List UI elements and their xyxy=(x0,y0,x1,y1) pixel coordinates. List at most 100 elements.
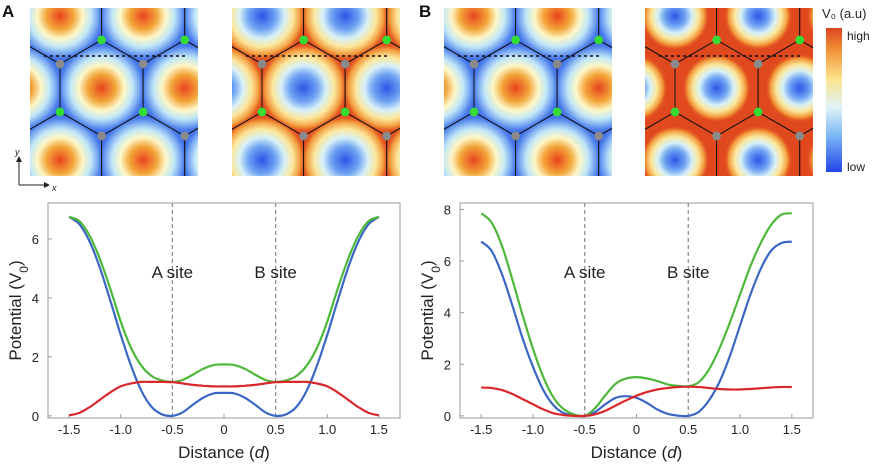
a-site-dot xyxy=(299,324,307,332)
x-tick-label: -1.0 xyxy=(110,422,132,437)
lattice-hexagon xyxy=(474,184,557,280)
a-site-dot xyxy=(466,324,474,332)
b-site-dot xyxy=(424,60,432,68)
a-site-dot xyxy=(795,35,804,45)
b-site-dot xyxy=(216,276,224,284)
a-site-dot xyxy=(56,252,64,260)
b-site-dot xyxy=(470,204,478,212)
x-tick-label: 0.5 xyxy=(679,422,697,437)
a-site-dot xyxy=(305,252,313,260)
a-site-dot xyxy=(629,36,637,44)
a-site-dot xyxy=(629,324,637,332)
b-site-dot xyxy=(387,204,395,212)
b-site-dot xyxy=(466,276,474,284)
a-site-dot xyxy=(549,324,557,332)
a-site-dot xyxy=(133,180,141,188)
b-site-dot xyxy=(258,348,266,356)
series-line-red xyxy=(68,380,380,417)
b-site-dot xyxy=(222,348,230,356)
a-site-dot xyxy=(466,180,474,188)
a-site-dot xyxy=(181,180,189,188)
a-site-dot xyxy=(424,108,432,116)
a-site-dot xyxy=(428,36,436,44)
a-site-dot xyxy=(347,324,355,332)
b-site-dot xyxy=(629,276,637,284)
y-axis-label: Potential (V0) xyxy=(418,260,443,360)
x-tick-label: 0 xyxy=(220,422,227,437)
a-site-dot xyxy=(139,252,147,260)
y-tick-label: 2 xyxy=(32,350,39,365)
a-site-dot xyxy=(222,252,230,260)
b-site-dot xyxy=(553,348,561,356)
a-site-dot xyxy=(595,180,603,188)
potential-spot xyxy=(444,43,479,133)
b-site-dot xyxy=(636,60,644,68)
potential-spot xyxy=(724,269,793,338)
a-site-dot xyxy=(719,252,727,260)
a-site-dot xyxy=(14,180,22,188)
a-site-dot xyxy=(56,252,64,260)
b-site-dot xyxy=(549,276,557,284)
a-site-dot xyxy=(216,324,224,332)
a-site-dot xyxy=(383,180,391,188)
a-site-dot xyxy=(428,36,436,44)
a-site-dot xyxy=(712,35,721,45)
potential-spot xyxy=(723,125,793,176)
b-site-dot xyxy=(796,276,804,284)
a-site-dot xyxy=(299,35,308,45)
potential-spot xyxy=(444,114,520,176)
line-chart-a: -1.5 -1.0 -0.5 0 0.5 1.0 1.5 0 2 4 6 Distance (d) Po… xyxy=(6,202,401,462)
b-site-dot xyxy=(636,204,644,212)
b-site-dot xyxy=(507,348,515,356)
b-site-dot xyxy=(837,348,845,356)
a-site-dot xyxy=(511,180,519,188)
b-site-dot xyxy=(222,60,230,68)
potential-spot xyxy=(257,42,350,134)
a-site-dot xyxy=(796,324,804,332)
potential-spot xyxy=(553,42,612,134)
lattice-hexagon xyxy=(723,184,806,280)
a-site-dot xyxy=(264,324,272,332)
b-site-dot xyxy=(382,131,391,141)
b-site-dot xyxy=(216,132,224,140)
b-site-dot xyxy=(629,276,637,284)
potential-spot xyxy=(645,55,668,121)
potential-spot xyxy=(30,114,106,176)
b-site-dot xyxy=(222,60,230,68)
a-site-dot xyxy=(387,252,395,260)
b-site-dot xyxy=(719,204,727,212)
y-tick-label: 2 xyxy=(444,357,451,372)
a-site-dot xyxy=(629,180,637,188)
a-site-dot xyxy=(428,180,436,188)
b-site-dot xyxy=(629,132,637,140)
lattice-hexagon xyxy=(841,40,872,136)
b-site-dot xyxy=(341,348,349,356)
a-site-dot xyxy=(347,180,355,188)
b-site-dot xyxy=(340,59,350,69)
a-site-dot xyxy=(796,180,804,188)
b-site-dot xyxy=(14,132,22,140)
b-site-dot xyxy=(305,204,313,212)
lattice-hexagon xyxy=(800,256,872,352)
panel-label-b: B xyxy=(419,2,431,21)
x-tick-label: -1.5 xyxy=(58,422,80,437)
b-site-dot xyxy=(511,131,520,141)
a-site-dot xyxy=(181,180,189,188)
b-site-dot xyxy=(216,276,224,284)
a-site-dot xyxy=(837,252,845,260)
series-line-green xyxy=(68,215,380,384)
b-site-dot xyxy=(588,348,596,356)
b-site-dot xyxy=(470,348,478,356)
heatmap-a-left xyxy=(14,8,355,356)
x-tick-label: -0.5 xyxy=(161,422,183,437)
b-site-dot xyxy=(629,132,637,140)
potential-spot xyxy=(424,186,515,277)
a-site-dot xyxy=(387,252,395,260)
a-site-dot xyxy=(719,252,727,260)
x-axis-label: Distance (d) xyxy=(591,443,683,462)
b-site-dot xyxy=(761,276,769,284)
x-tick-label: 0 xyxy=(633,422,640,437)
a-site-dot xyxy=(181,324,189,332)
panel-label-a: A xyxy=(2,2,14,21)
a-site-dot xyxy=(595,180,603,188)
